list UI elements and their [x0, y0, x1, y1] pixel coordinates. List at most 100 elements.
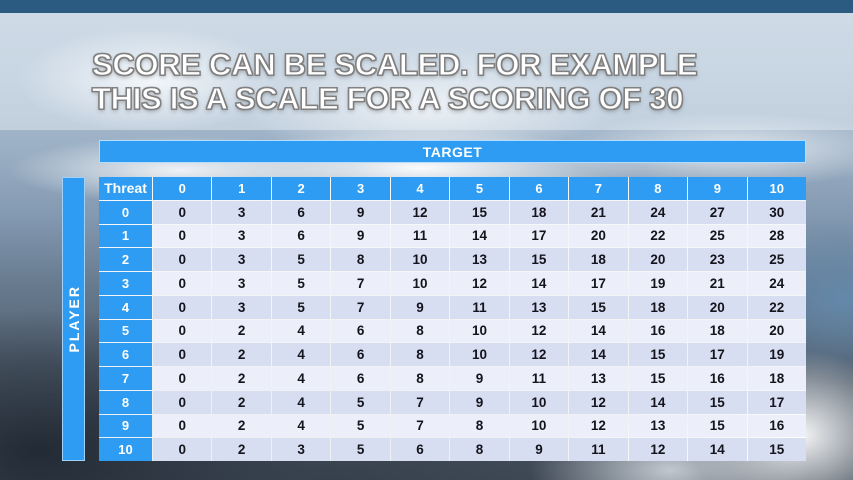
score-cell-r3c6: 14 [509, 272, 569, 295]
row-header-2: 2 [99, 248, 152, 271]
score-cell-r10c10: 15 [747, 438, 806, 461]
score-cell-r7c2: 4 [271, 367, 331, 390]
score-cell-r0c8: 24 [628, 200, 688, 224]
score-cell-r4c4: 9 [390, 295, 450, 319]
score-cell-r2c10: 25 [747, 248, 806, 271]
score-cell-r5c3: 6 [331, 319, 390, 343]
slide-title-line1: SCORE CAN BE SCALED. FOR EXAMPLE [91, 47, 698, 82]
score-cell-r9c3: 5 [331, 414, 390, 438]
score-cell-r8c8: 14 [628, 390, 688, 414]
score-cell-r3c1: 3 [212, 272, 271, 295]
score-cell-r2c8: 20 [628, 248, 688, 271]
score-cell-r9c8: 13 [628, 414, 688, 438]
score-cell-r3c3: 7 [331, 272, 390, 295]
title-band: SCORE CAN BE SCALED. FOR EXAMPLE THIS IS… [0, 13, 853, 130]
column-header-9: 9 [688, 177, 747, 200]
top-accent-bar [0, 0, 853, 13]
score-cell-r3c4: 10 [390, 272, 450, 295]
row-header-4: 4 [99, 295, 152, 319]
score-cell-r1c6: 17 [509, 224, 569, 248]
score-cell-r5c5: 10 [450, 319, 509, 343]
score-cell-r9c9: 15 [688, 414, 747, 438]
score-cell-r9c5: 8 [450, 414, 509, 438]
score-cell-r1c8: 22 [628, 224, 688, 248]
column-header-10: 10 [747, 177, 806, 200]
score-cell-r2c0: 0 [153, 248, 212, 271]
score-cell-r5c1: 2 [212, 319, 271, 343]
slide-title: SCORE CAN BE SCALED. FOR EXAMPLE THIS IS… [91, 47, 698, 116]
score-cell-r9c4: 7 [390, 414, 450, 438]
score-cell-r6c10: 19 [747, 343, 806, 366]
score-cell-r7c5: 9 [450, 367, 509, 390]
score-cell-r7c3: 6 [331, 367, 390, 390]
score-table: Threat 0 1 2 3 4 5 6 7 8 9 10 0 0 3 6 9 12 15 18 21 24 27 30 1 0 3… [99, 177, 806, 461]
score-cell-r0c5: 15 [450, 200, 509, 224]
column-header-3: 3 [331, 177, 390, 200]
score-cell-r4c8: 18 [628, 295, 688, 319]
score-cell-r10c9: 14 [688, 438, 747, 461]
score-cell-r0c6: 18 [509, 200, 569, 224]
score-cell-r5c8: 16 [628, 319, 688, 343]
score-cell-r2c1: 3 [212, 248, 271, 271]
score-cell-r4c5: 11 [450, 295, 509, 319]
score-cell-r6c4: 8 [390, 343, 450, 366]
score-cell-r0c10: 30 [747, 200, 806, 224]
score-cell-r0c2: 6 [271, 200, 331, 224]
row-header-10: 10 [99, 438, 152, 461]
row-header-8: 8 [99, 390, 152, 414]
player-header-bar: PLAYER [62, 177, 85, 461]
score-cell-r7c6: 11 [509, 367, 569, 390]
score-cell-r6c1: 2 [212, 343, 271, 366]
row-header-0: 0 [99, 200, 152, 224]
corner-header-threat: Threat [99, 177, 152, 200]
score-cell-r7c9: 16 [688, 367, 747, 390]
score-cell-r10c0: 0 [153, 438, 212, 461]
score-cell-r9c1: 2 [212, 414, 271, 438]
column-header-1: 1 [212, 177, 271, 200]
score-cell-r4c6: 13 [509, 295, 569, 319]
score-cell-r0c3: 9 [331, 200, 390, 224]
score-cell-r6c5: 10 [450, 343, 509, 366]
score-cell-r6c7: 14 [569, 343, 628, 366]
target-header-bar: TARGET [99, 140, 806, 163]
row-header-5: 5 [99, 319, 152, 343]
score-cell-r6c2: 4 [271, 343, 331, 366]
score-cell-r2c7: 18 [569, 248, 628, 271]
score-cell-r2c5: 13 [450, 248, 509, 271]
score-cell-r6c8: 15 [628, 343, 688, 366]
score-cell-r0c4: 12 [390, 200, 450, 224]
score-cell-r7c4: 8 [390, 367, 450, 390]
score-cell-r5c9: 18 [688, 319, 747, 343]
score-cell-r2c6: 15 [509, 248, 569, 271]
score-cell-r1c0: 0 [153, 224, 212, 248]
score-cell-r10c5: 8 [450, 438, 509, 461]
score-cell-r3c9: 21 [688, 272, 747, 295]
score-cell-r3c2: 5 [271, 272, 331, 295]
score-cell-r4c2: 5 [271, 295, 331, 319]
score-cell-r3c10: 24 [747, 272, 806, 295]
score-cell-r8c1: 2 [212, 390, 271, 414]
score-cell-r2c4: 10 [390, 248, 450, 271]
score-cell-r8c3: 5 [331, 390, 390, 414]
column-header-6: 6 [509, 177, 569, 200]
score-cell-r10c8: 12 [628, 438, 688, 461]
row-header-7: 7 [99, 367, 152, 390]
score-cell-r8c6: 10 [509, 390, 569, 414]
score-cell-r3c8: 19 [628, 272, 688, 295]
score-cell-r7c8: 15 [628, 367, 688, 390]
row-header-1: 1 [99, 224, 152, 248]
score-cell-r1c7: 20 [569, 224, 628, 248]
score-cell-r1c4: 11 [390, 224, 450, 248]
score-cell-r10c6: 9 [509, 438, 569, 461]
score-cell-r7c7: 13 [569, 367, 628, 390]
score-cell-r8c2: 4 [271, 390, 331, 414]
score-cell-r7c0: 0 [153, 367, 212, 390]
score-cell-r9c2: 4 [271, 414, 331, 438]
slide-title-line2: THIS IS A SCALE FOR A SCORING OF 30 [91, 81, 684, 116]
score-cell-r0c9: 27 [688, 200, 747, 224]
score-cell-r0c0: 0 [153, 200, 212, 224]
score-cell-r5c6: 12 [509, 319, 569, 343]
score-cell-r6c3: 6 [331, 343, 390, 366]
score-cell-r6c0: 0 [153, 343, 212, 366]
